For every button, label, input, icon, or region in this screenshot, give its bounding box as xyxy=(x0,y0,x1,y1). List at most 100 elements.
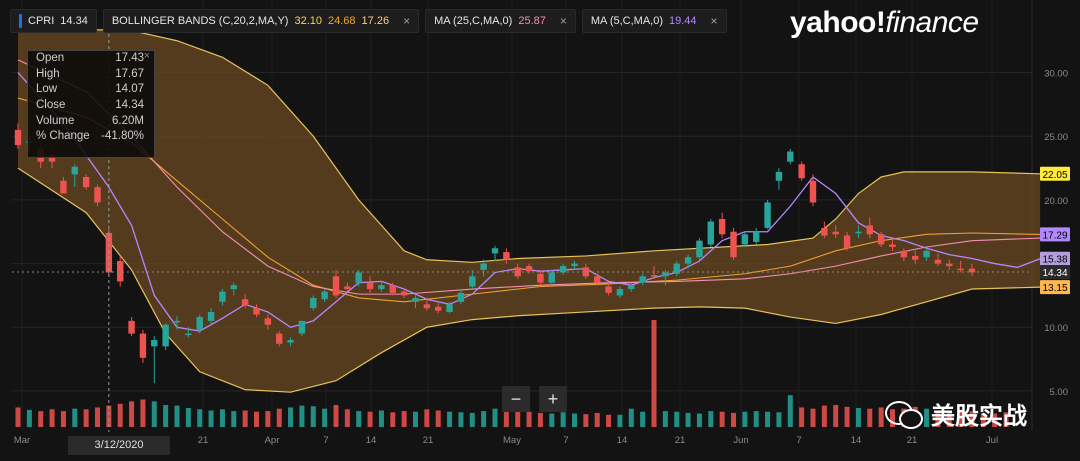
volume-bar xyxy=(481,411,487,427)
candle-body xyxy=(241,299,249,306)
volume-bar xyxy=(208,410,214,427)
volume-bar xyxy=(333,405,339,427)
ticker-symbol: CPRI xyxy=(28,15,55,27)
bollinger-upper-value: 32.10 xyxy=(294,15,323,27)
bollinger-chip[interactable]: BOLLINGER BANDS (C,20,2,MA,Y) 32.10 24.6… xyxy=(102,9,420,33)
candle-body xyxy=(151,339,158,347)
bollinger-lower-line xyxy=(17,167,1041,393)
candle-body xyxy=(877,234,885,245)
candle-body xyxy=(60,180,67,194)
ma5-chip[interactable]: MA (5,C,MA,0) 19.44 × xyxy=(581,9,727,33)
volume-bar xyxy=(640,411,646,427)
volume-bar xyxy=(992,413,998,427)
logo-brand: yahoo! xyxy=(790,6,886,39)
volume-bar xyxy=(606,414,612,427)
volume-bar xyxy=(276,408,282,427)
volume-bar xyxy=(322,408,328,427)
volume-bar xyxy=(15,407,21,427)
wechat-watermark: 美股实战 xyxy=(885,396,1027,431)
volume-bar xyxy=(844,406,850,427)
candle-body xyxy=(525,266,533,272)
volume-bar xyxy=(83,409,89,427)
volume-bar xyxy=(560,412,566,427)
candle-body xyxy=(389,285,396,293)
remove-bollinger-close-icon[interactable]: × xyxy=(403,14,411,28)
price-label-text: 22.05 xyxy=(1042,170,1067,181)
tooltip-value: 17.43 xyxy=(115,52,144,64)
candle-body xyxy=(900,250,908,258)
candle-body xyxy=(809,180,817,203)
price-label-text: 14.34 xyxy=(1042,268,1067,279)
volume-bar xyxy=(980,412,986,427)
volume-bar xyxy=(378,410,384,427)
candle-body xyxy=(798,164,805,179)
candle-body xyxy=(912,255,919,260)
y-tick-label: 20.00 xyxy=(1044,196,1068,207)
volume-bar xyxy=(628,408,634,427)
volume-bar xyxy=(140,399,146,427)
x-tick-label: Jun xyxy=(733,435,748,446)
candle-body xyxy=(866,225,873,235)
volume-bar xyxy=(537,412,543,427)
volume-bar xyxy=(549,413,555,427)
volume-bar xyxy=(935,410,941,427)
candle-body xyxy=(366,282,374,290)
remove-ma25-close-icon[interactable]: × xyxy=(559,14,567,28)
ma5-value: 19.44 xyxy=(669,15,697,27)
volume-bar xyxy=(413,411,418,427)
candle-body xyxy=(923,250,930,258)
volume-bar xyxy=(26,409,32,427)
candle-body xyxy=(128,320,135,334)
volume-bar xyxy=(356,411,362,427)
volume-bar xyxy=(117,403,123,427)
indicator-bar: CPRI 14.34 BOLLINGER BANDS (C,20,2,MA,Y)… xyxy=(10,9,727,33)
candle-body xyxy=(480,263,487,270)
bollinger-upper-line xyxy=(17,27,1041,263)
ma25-chip[interactable]: MA (25,C,MA,0) 25.87 × xyxy=(425,9,576,33)
volume-bar xyxy=(765,411,771,427)
volume-bar xyxy=(242,410,248,427)
candle-body xyxy=(48,155,56,162)
volume-bar xyxy=(72,408,78,427)
candle-body xyxy=(173,320,181,323)
volume-bar xyxy=(231,411,237,427)
candle-body xyxy=(207,311,215,321)
volume-bar xyxy=(49,409,55,427)
volume-bar xyxy=(708,411,714,427)
candle-body xyxy=(741,234,749,245)
candle-body xyxy=(139,333,147,358)
candle-body xyxy=(230,285,237,290)
tooltip-close-icon[interactable]: × xyxy=(143,50,150,62)
ticker-chip[interactable]: CPRI 14.34 xyxy=(10,9,97,33)
zoom-in-button[interactable]: + xyxy=(539,386,567,412)
zoom-out-button[interactable]: − xyxy=(502,386,530,412)
remove-ma5-close-icon[interactable]: × xyxy=(710,14,718,28)
candle-body xyxy=(423,304,431,309)
tooltip-label: Low xyxy=(36,83,58,96)
candle-body xyxy=(673,263,680,274)
crosshair-date-label: 3/12/2020 xyxy=(68,436,170,455)
tooltip-row-volume: Volume 6.20M xyxy=(28,114,154,130)
volume-bar xyxy=(719,411,725,427)
candle-body xyxy=(276,333,283,344)
candle-body xyxy=(196,317,203,330)
candle-body xyxy=(571,263,578,267)
volume-bar xyxy=(526,411,532,427)
candle-body xyxy=(355,272,362,283)
tooltip-label: High xyxy=(36,67,60,80)
candle-body xyxy=(559,266,567,273)
candle-body xyxy=(378,285,385,290)
x-tick-label: 7 xyxy=(563,435,568,446)
x-tick-label: 21 xyxy=(907,435,918,446)
x-tick-label: 7 xyxy=(796,435,801,446)
volume-bar xyxy=(197,409,203,427)
volume-bar xyxy=(651,320,657,427)
candle-body xyxy=(696,240,703,258)
x-tick-label: 21 xyxy=(675,435,686,446)
price-label-text: 15.38 xyxy=(1042,255,1067,266)
y-tick-label: 10.00 xyxy=(1044,323,1068,334)
price-label-text: 17.29 xyxy=(1042,230,1067,241)
candle-body xyxy=(94,187,101,203)
